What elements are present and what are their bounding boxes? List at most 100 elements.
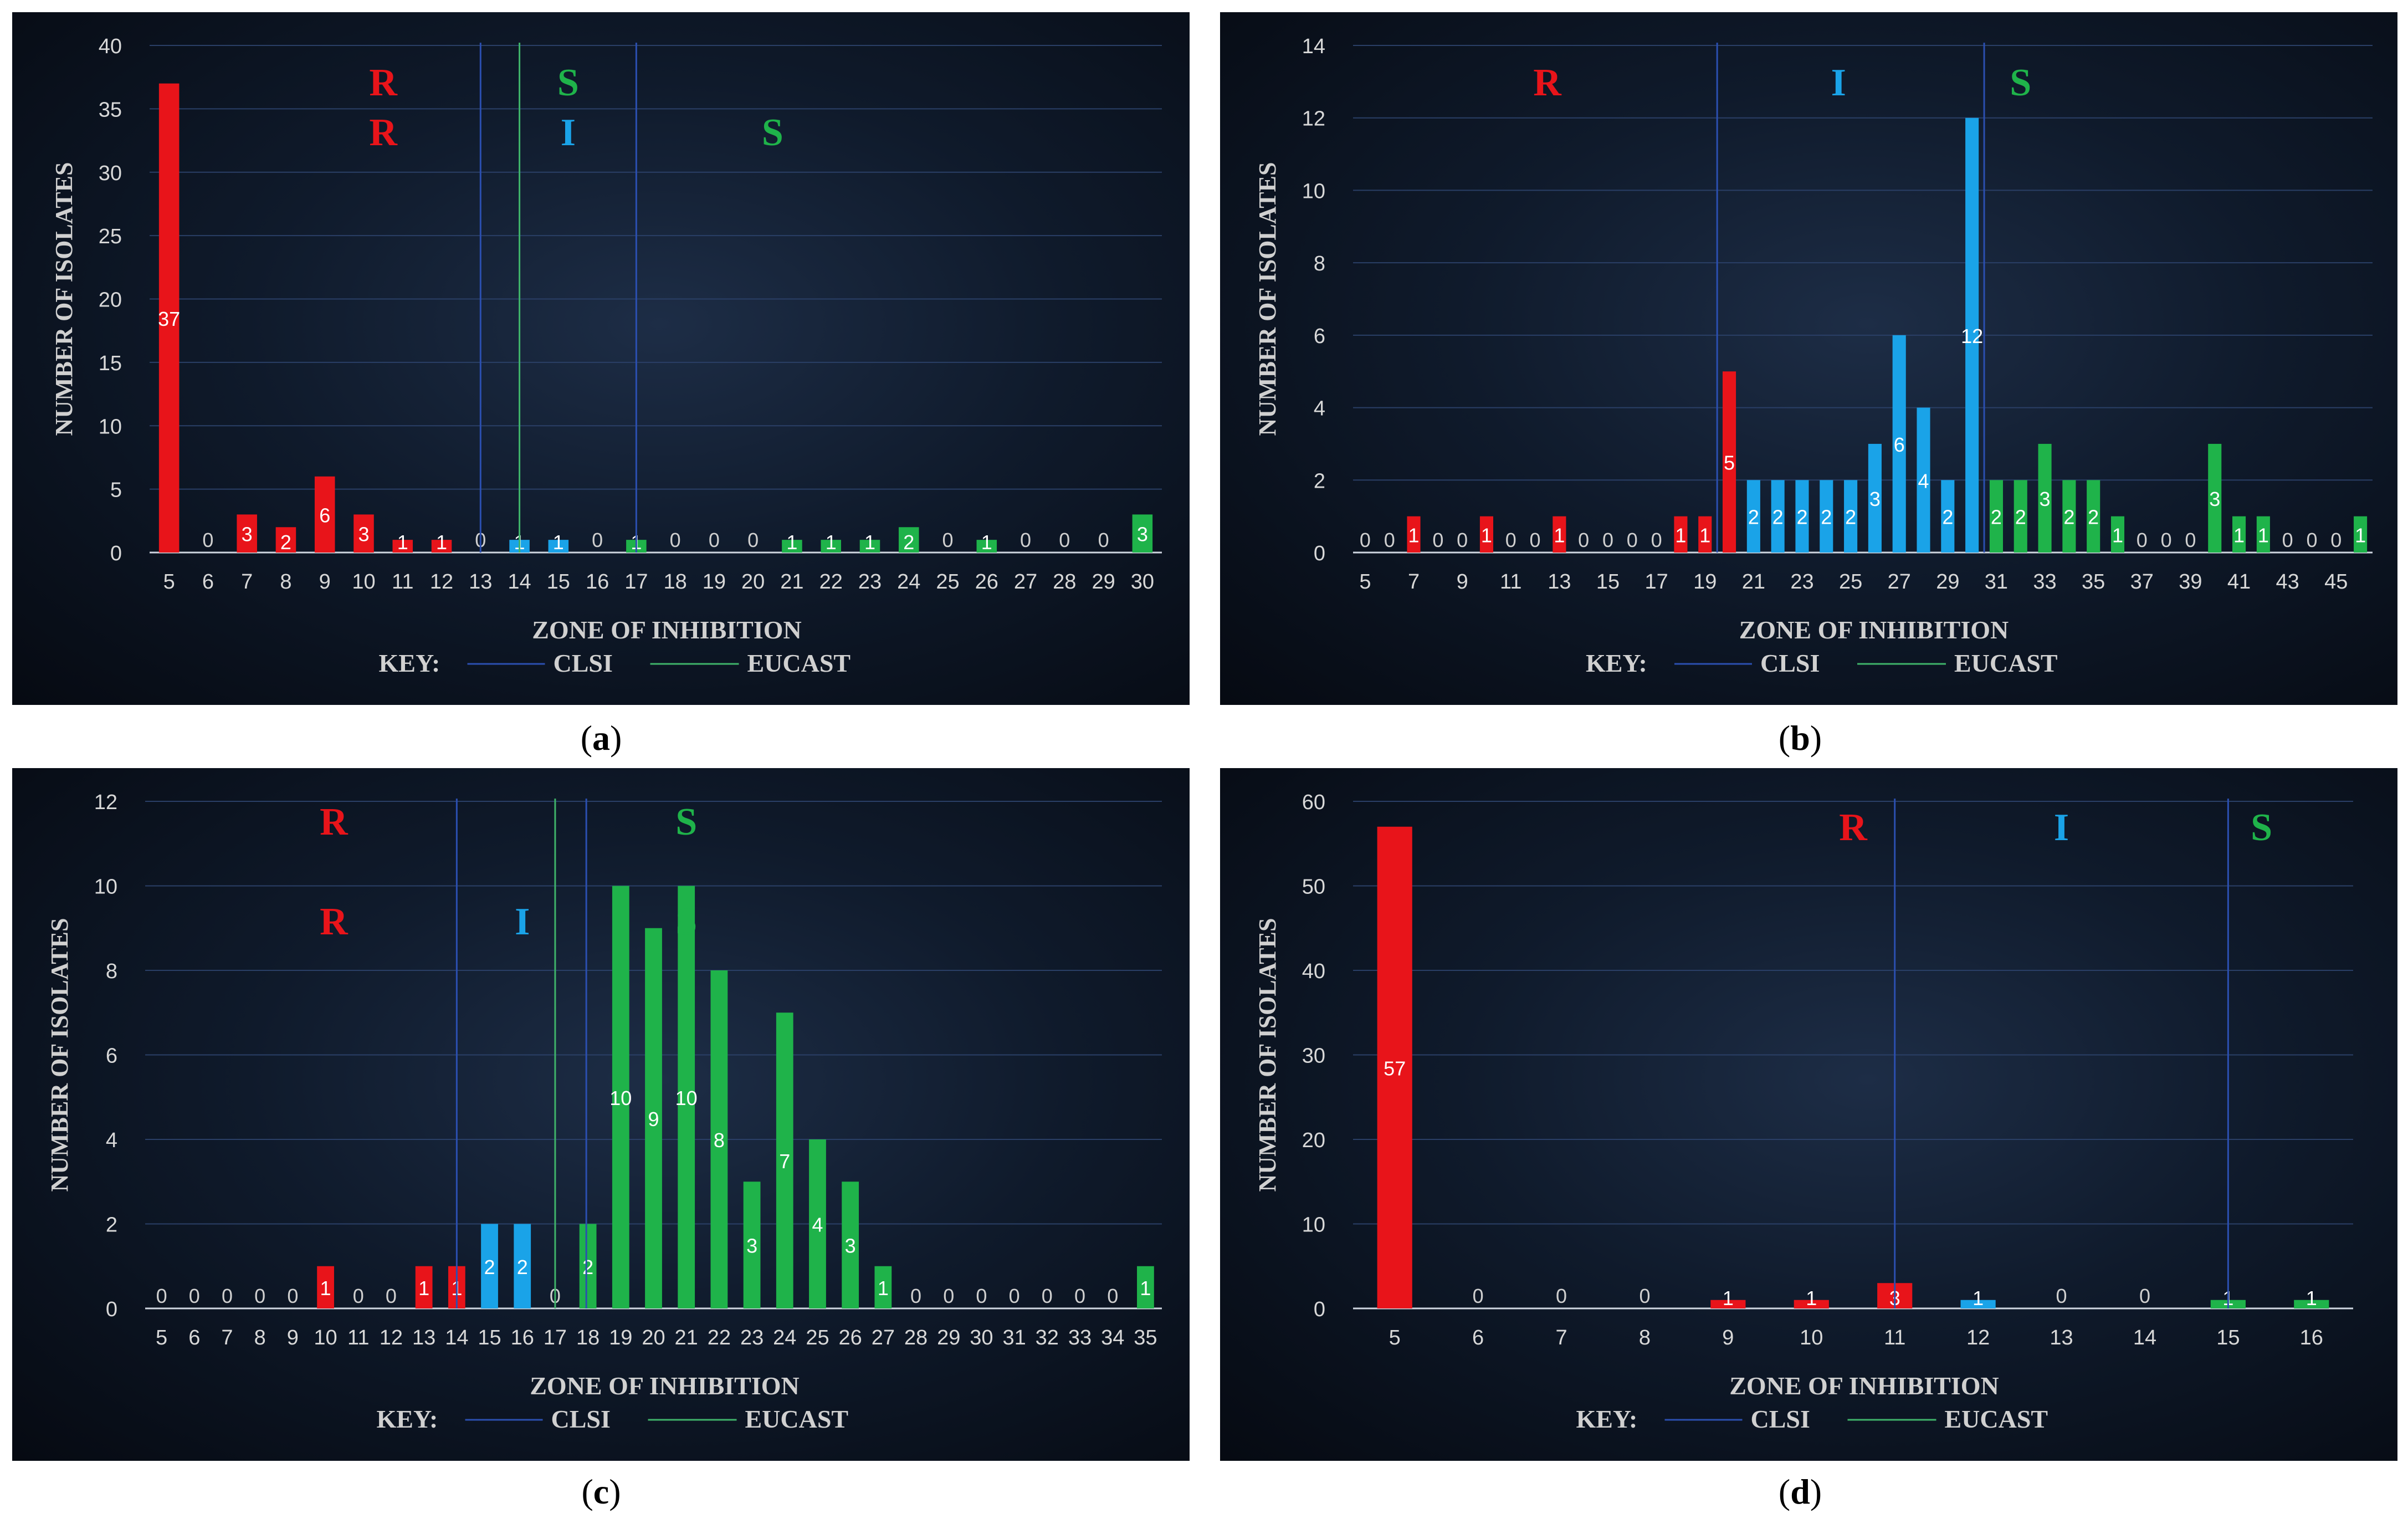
x-tick-label: 29 [937, 1326, 960, 1349]
bar [859, 540, 880, 553]
x-tick-label: 6 [202, 570, 214, 594]
x-tick-label: 25 [806, 1326, 829, 1349]
data-label: 0 [1384, 529, 1395, 551]
zone-label: I [561, 111, 576, 154]
data-label: 0 [1556, 1285, 1567, 1307]
data-label: 0 [1020, 529, 1031, 551]
data-label: 0 [2056, 1285, 2067, 1307]
data-label: 1 [1723, 1287, 1734, 1310]
data-label: 1 [981, 531, 992, 554]
bar [809, 1139, 826, 1308]
x-tick-label: 22 [819, 570, 843, 594]
bar [1553, 516, 1566, 553]
bar [776, 1012, 793, 1308]
y-tick-label: 20 [1302, 1129, 1325, 1152]
data-label: 0 [942, 529, 954, 551]
x-tick-label: 9 [1722, 1326, 1734, 1349]
x-axis-title: ZONE OF INHIBITION [1739, 616, 2009, 644]
data-label: 0 [1473, 1285, 1484, 1307]
data-label: 2 [1772, 506, 1784, 529]
bar [158, 83, 180, 553]
x-tick-label: 28 [1053, 570, 1076, 594]
y-tick-label: 15 [99, 352, 122, 375]
x-tick-label: 24 [773, 1326, 796, 1349]
zone-label: R [369, 111, 398, 154]
data-label: 0 [189, 1285, 200, 1307]
x-tick-label: 14 [445, 1326, 468, 1349]
y-tick-label: 10 [99, 415, 122, 438]
zone-label: I [2054, 806, 2069, 849]
x-tick-label: 14 [2133, 1326, 2156, 1349]
data-label: 1 [1140, 1277, 1151, 1300]
bar [2354, 516, 2368, 553]
x-tick-label: 6 [1472, 1326, 1484, 1349]
y-axis-title: NUMBER OF ISOLATES [50, 162, 78, 436]
data-label: 57 [1384, 1057, 1406, 1080]
bar [710, 970, 728, 1308]
bar [1917, 407, 1930, 553]
y-tick-label: 12 [94, 791, 117, 814]
x-tick-label: 34 [1101, 1326, 1124, 1349]
data-label: 0 [747, 529, 759, 551]
data-label: 0 [222, 1285, 233, 1307]
bar [2294, 1300, 2329, 1308]
data-label: 0 [1530, 529, 1541, 551]
y-axis-title: NUMBER OF ISOLATES [1254, 918, 1281, 1192]
y-tick-label: 4 [1314, 397, 1325, 421]
caption-d: (d) [1778, 1472, 1822, 1511]
y-tick-label: 10 [94, 876, 117, 899]
bar [392, 540, 413, 553]
x-tick-label: 5 [1389, 1326, 1401, 1349]
data-label: 1 [320, 1277, 331, 1300]
y-tick-label: 0 [106, 1298, 117, 1321]
y-tick-label: 50 [1302, 876, 1325, 899]
bar [1965, 117, 1979, 553]
x-tick-label: 15 [478, 1326, 501, 1349]
x-tick-label: 9 [1457, 570, 1468, 594]
data-label: 0 [287, 1285, 298, 1307]
data-label: 0 [1505, 529, 1516, 551]
data-label: 0 [2139, 1285, 2150, 1307]
bar [842, 1182, 859, 1308]
data-label: 0 [2161, 529, 2172, 551]
x-tick-label: 16 [586, 570, 609, 594]
data-label: 4 [1918, 469, 1929, 492]
x-tick-label: 16 [511, 1326, 534, 1349]
data-label: 0 [1098, 529, 1109, 551]
x-tick-label: 7 [1555, 1326, 1567, 1349]
x-tick-label: 10 [314, 1326, 337, 1349]
x-tick-label: 35 [1134, 1326, 1157, 1349]
data-label: 3 [242, 523, 253, 546]
data-label: 2 [1821, 506, 1832, 529]
bar [317, 1266, 334, 1308]
data-label: 1 [397, 531, 408, 554]
x-tick-label: 12 [380, 1326, 403, 1349]
x-tick-label: 11 [1884, 1326, 1905, 1349]
x-tick-label: 41 [2227, 570, 2251, 594]
caption-c: (c) [581, 1472, 621, 1511]
data-label: 1 [826, 531, 837, 554]
bar [415, 1266, 433, 1308]
x-tick-label: 43 [2276, 570, 2299, 594]
y-tick-label: 35 [99, 98, 122, 121]
data-label: 2 [1991, 506, 2002, 529]
bar [1723, 371, 1736, 553]
y-tick-label: 0 [1314, 542, 1325, 565]
zone-label: S [2251, 806, 2272, 849]
data-label: 2 [1796, 506, 1807, 529]
data-label: 0 [2306, 529, 2317, 551]
data-label: 0 [1627, 529, 1638, 551]
bar [1941, 480, 1955, 553]
data-label: 1 [1675, 524, 1686, 546]
y-tick-label: 8 [106, 960, 117, 983]
bar [2256, 516, 2270, 553]
x-axis-title: ZONE OF INHIBITION [532, 616, 802, 644]
x-tick-label: 20 [741, 570, 765, 594]
y-tick-label: 6 [106, 1045, 117, 1068]
x-tick-label: 27 [1888, 570, 1911, 594]
x-tick-label: 21 [675, 1326, 698, 1349]
data-label: 0 [1009, 1285, 1020, 1307]
y-axis-title: NUMBER OF ISOLATES [46, 918, 73, 1192]
data-label: 0 [1651, 529, 1662, 551]
data-label: 3 [2040, 488, 2051, 510]
